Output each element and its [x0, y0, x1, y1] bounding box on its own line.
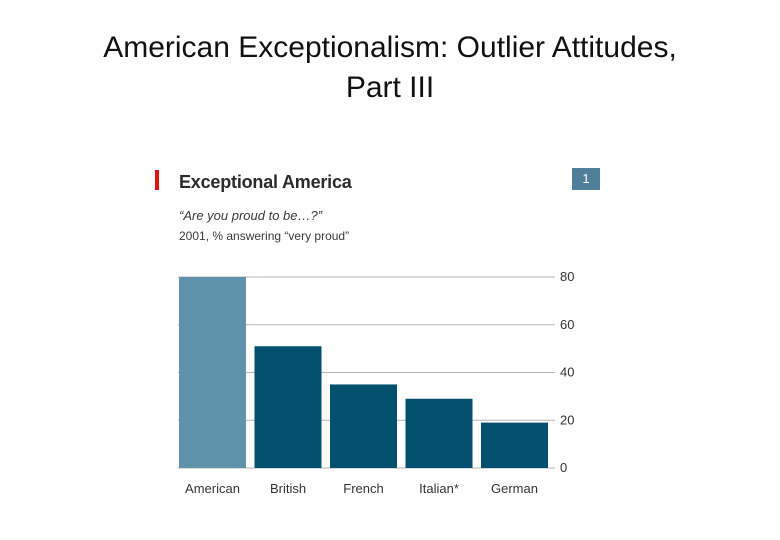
x-category-label: German: [491, 481, 538, 496]
bar-french: [330, 384, 397, 468]
slide-title: American Exceptionalism: Outlier Attitud…: [0, 28, 780, 108]
y-tick-label: 60: [560, 317, 574, 332]
red-accent-bar: [155, 170, 159, 190]
x-category-label: French: [343, 481, 383, 496]
chart-panel: Exceptional America 1 “Are you proud to …: [150, 162, 610, 507]
bar-german: [481, 422, 548, 468]
bar-british: [254, 346, 322, 468]
chart-note: 2001, % answering “very proud”: [179, 229, 350, 243]
slide-title-line-1: American Exceptionalism: Outlier Attitud…: [103, 31, 677, 64]
bar-american: [179, 277, 246, 468]
bar-italian: [405, 398, 473, 468]
x-category-label: American: [185, 481, 240, 496]
y-tick-label: 80: [560, 269, 574, 284]
chart-title: Exceptional America: [179, 172, 352, 192]
chart-subtitle: “Are you proud to be…?”: [179, 208, 323, 223]
chart-number-badge: 1: [572, 168, 600, 190]
y-tick-label: 0: [560, 460, 567, 475]
bar-chart: 0 20 40 60 80 American British French Italian* Ge…: [178, 269, 574, 496]
x-category-label: British: [270, 481, 306, 496]
y-tick-label: 40: [560, 365, 574, 380]
y-tick-label: 20: [560, 412, 574, 427]
slide-title-line-2: Part III: [345, 71, 435, 104]
x-category-label: Italian*: [419, 481, 459, 496]
